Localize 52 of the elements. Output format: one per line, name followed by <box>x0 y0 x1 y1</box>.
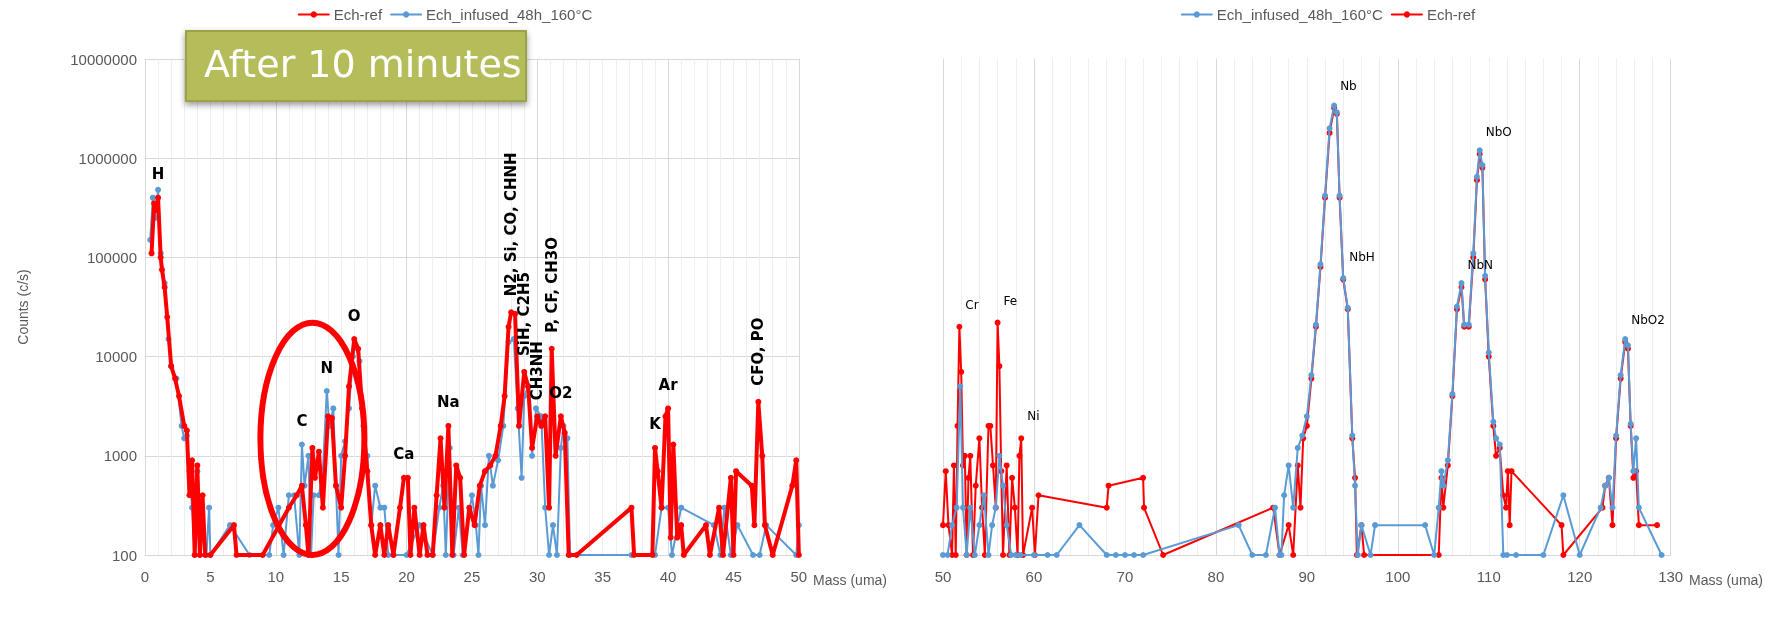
annotation: After 10 minutes <box>204 42 522 86</box>
x-tick-label: 40 <box>659 568 677 585</box>
annotation: Ni <box>1027 409 1040 424</box>
x-tick-label: 70 <box>1116 568 1134 585</box>
x-tick-label: 110 <box>1476 568 1501 585</box>
y-tick-label: 10000000 <box>70 50 137 68</box>
annotation: Ca <box>393 445 415 464</box>
x-tick-label: 0 <box>140 568 150 585</box>
annotation: CH3NH <box>528 341 547 401</box>
legend-label: Ech-ref <box>333 6 383 23</box>
x-tick-label: 45 <box>725 568 742 585</box>
annotation: NbO2 <box>1631 313 1665 328</box>
x-tick-label: 80 <box>1207 568 1225 585</box>
legend-label: Ech_infused_48h_160°C <box>1216 6 1384 23</box>
annotation: K <box>649 415 663 434</box>
x-tick-label: 50 <box>790 568 808 585</box>
y-tick-label: 10000 <box>95 348 137 366</box>
annotation: H <box>151 165 165 184</box>
x-tick-label: 20 <box>398 568 415 585</box>
x-tick-label: 60 <box>1025 568 1043 585</box>
x-tick-label: 35 <box>594 568 612 585</box>
x-tick-label: 50 <box>934 568 952 585</box>
x-axis-title: Mass (uma) <box>1689 572 1763 588</box>
x-tick-label: 130 <box>1658 568 1684 585</box>
y-tick-label: 1000000 <box>78 149 137 167</box>
y-tick-label: 100 <box>111 546 137 564</box>
annotation: P, CF, CH3O <box>542 237 561 333</box>
annotation: Fe <box>1003 293 1018 308</box>
annotation: CFO, PO <box>749 317 768 386</box>
x-tick-label: 30 <box>528 568 546 585</box>
annotation: Na <box>437 393 460 412</box>
annotation: C <box>296 412 308 430</box>
annotation: Cr <box>965 297 979 312</box>
x-tick-label: 120 <box>1567 568 1593 585</box>
annotation: N <box>320 358 334 377</box>
annotation: NbH <box>1349 250 1375 265</box>
x-tick-label: 15 <box>332 568 350 585</box>
x-tick-label: 90 <box>1298 568 1316 585</box>
annotation: Ar <box>658 375 679 394</box>
annotation: Nb <box>1340 79 1357 94</box>
x-tick-label: 5 <box>206 568 215 585</box>
annotation: NbO <box>1485 125 1512 140</box>
x-tick-label: 100 <box>1385 568 1411 585</box>
y-axis-title: Counts (c/s) <box>15 269 31 345</box>
x-tick-label: 10 <box>267 568 285 585</box>
legend-label: Ech_infused_48h_160°C <box>426 6 593 23</box>
legend-label: Ech-ref <box>1426 6 1477 23</box>
annotation: O <box>347 306 361 325</box>
x-tick-label: 25 <box>463 568 481 585</box>
x-axis-title: Mass (uma) <box>813 572 887 588</box>
y-tick-label: 1000 <box>103 447 137 465</box>
y-tick-label: 100000 <box>86 248 137 266</box>
